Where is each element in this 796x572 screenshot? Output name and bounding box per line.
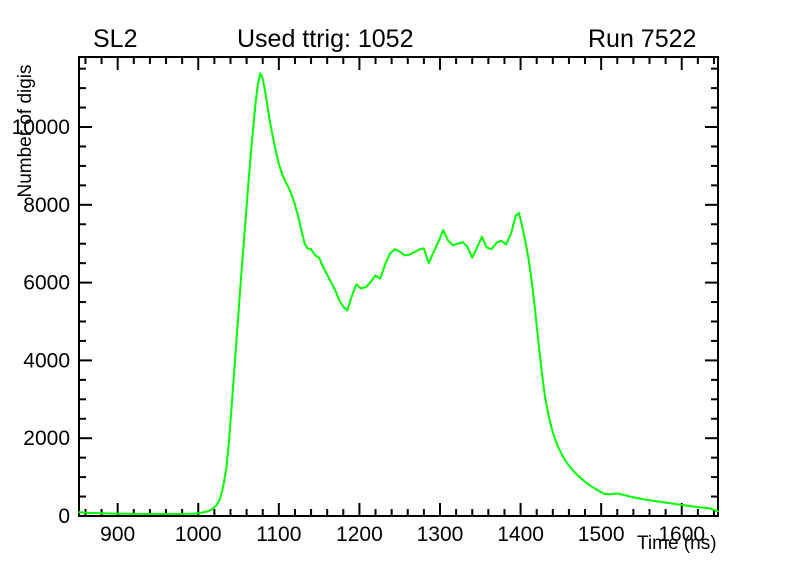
x-axis-ticks	[84, 57, 715, 516]
x-axis-title: Time (ns)	[637, 533, 717, 554]
x-tick-labels: 900 1000 1100 1200 1300 1400 1500 1600	[100, 523, 705, 546]
run-label: Run 7522	[588, 25, 697, 53]
x-tick-label: 1300	[417, 523, 464, 546]
x-tick-label: 1600	[658, 523, 705, 546]
y-tick-label: 2000	[23, 427, 70, 450]
y-tick-label: 4000	[23, 349, 70, 372]
x-tick-label: 1200	[336, 523, 383, 546]
x-tick-label: 1500	[578, 523, 625, 546]
y-axis-ticks	[79, 67, 718, 517]
x-tick-label: 900	[100, 523, 135, 546]
x-tick-label: 1100	[256, 523, 301, 546]
y-tick-label: 8000	[23, 194, 70, 217]
ttrig-title: Used ttrig: 1052	[237, 25, 414, 53]
y-tick-label: 0	[58, 505, 70, 528]
x-tick-label: 1400	[497, 523, 544, 546]
sl-label: SL2	[93, 25, 138, 53]
plot-frame	[78, 56, 719, 517]
y-tick-labels: 0 2000 4000 6000 8000 10000	[12, 116, 70, 528]
data-series-digis	[78, 72, 719, 516]
y-tick-label: 10000	[12, 116, 70, 139]
y-tick-label: 6000	[23, 272, 70, 295]
series-line-digis	[78, 72, 719, 516]
x-tick-label: 1000	[175, 523, 222, 546]
